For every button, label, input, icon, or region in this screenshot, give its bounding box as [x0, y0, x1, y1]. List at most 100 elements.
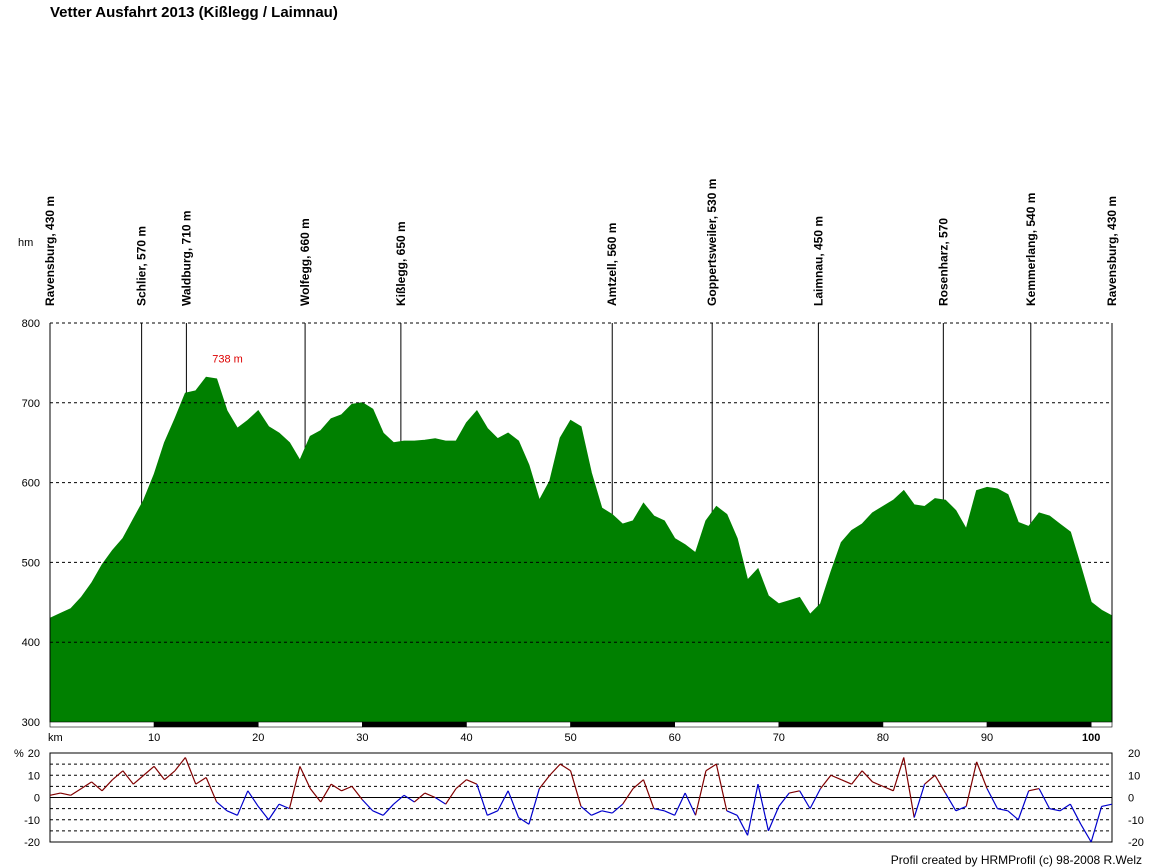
gradient-segment — [882, 785, 894, 792]
gradient-tick-label-right: 10 — [1128, 770, 1140, 782]
gradient-segment — [694, 770, 707, 816]
gradient-tick-label-right: -10 — [1128, 815, 1144, 827]
gradient-segment — [341, 785, 353, 792]
waypoint-label: Kißlegg, 650 m — [394, 221, 408, 306]
elevation-unit-label: hm — [18, 237, 33, 249]
gradient-segment — [132, 774, 145, 785]
y-tick-label: 700 — [22, 398, 40, 410]
gradient-segment — [288, 766, 301, 809]
gradient-segment — [799, 790, 811, 809]
gradient-segment — [944, 792, 957, 812]
gradient-segment — [632, 779, 644, 790]
gradient-segment — [736, 815, 749, 836]
gradient-segment — [414, 792, 426, 803]
gradient-segment — [268, 803, 280, 821]
gradient-tick-label-right: 0 — [1128, 793, 1134, 805]
gradient-segment — [757, 784, 769, 832]
gradient-segment — [841, 779, 852, 785]
gradient-segment — [726, 810, 738, 816]
waypoint-label: Laimnau, 450 m — [811, 216, 825, 306]
gradient-segment — [622, 788, 634, 805]
gradient-segment — [257, 806, 270, 821]
gradient-segment — [153, 765, 166, 781]
gradient-segment — [892, 757, 905, 792]
gradient-segment — [143, 765, 155, 776]
x-tick-label: 80 — [877, 732, 889, 744]
gradient-tick-label-left: 0 — [34, 793, 40, 805]
gradient-segment — [91, 781, 103, 792]
km-scale-segment — [257, 721, 363, 728]
gradient-segment — [518, 817, 530, 825]
gradient-segment — [70, 788, 82, 796]
gradient-segment — [830, 774, 842, 781]
gradient-segment — [559, 763, 571, 772]
gradient-tick-label-right: 20 — [1128, 748, 1140, 760]
gradient-segment — [903, 757, 915, 818]
gradient-segment — [1007, 810, 1019, 821]
gradient-tick-label-left: -20 — [24, 837, 40, 849]
waypoint-label: Goppertsweiler, 530 m — [705, 179, 719, 306]
km-scale-segment — [674, 721, 780, 728]
gradient-segment — [965, 761, 978, 807]
x-tick-label: 30 — [356, 732, 368, 744]
gradient-segment — [445, 788, 457, 805]
gradient-segment — [236, 790, 249, 816]
gradient-segment — [487, 810, 498, 816]
gradient-segment — [819, 774, 832, 789]
gradient-segment — [684, 792, 697, 816]
gradient-segment — [1101, 803, 1113, 807]
gradient-segment — [278, 803, 290, 810]
gradient-segment — [851, 770, 863, 785]
gradient-segment — [330, 783, 342, 792]
gradient-segment — [715, 763, 728, 811]
km-scale-segment — [1090, 721, 1113, 728]
waypoint-label: Kemmerlang, 540 m — [1024, 193, 1038, 306]
waypoint-label: Amtzell, 560 m — [605, 223, 619, 306]
gradient-segment — [767, 806, 780, 832]
gradient-segment — [403, 794, 415, 803]
gradient-segment — [424, 792, 436, 799]
gradient-segment — [112, 770, 124, 781]
x-tick-label: 50 — [564, 732, 576, 744]
gradient-segment — [1017, 790, 1030, 820]
gradient-segment — [174, 757, 186, 772]
gradient-tick-label-left: 10 — [28, 770, 40, 782]
gradient-tick-label-left: -10 — [24, 815, 40, 827]
gradient-segment — [216, 801, 228, 812]
gradient-segment — [164, 770, 176, 781]
gradient-segment — [934, 774, 946, 794]
gradient-segment — [580, 805, 592, 816]
gradient-segment — [549, 763, 561, 776]
waypoint-label: Ravensburg, 430 m — [1105, 196, 1119, 306]
y-tick-label: 800 — [22, 318, 40, 330]
x-tick-label: 40 — [460, 732, 472, 744]
gradient-segment — [393, 794, 405, 805]
x-tick-label: 20 — [252, 732, 264, 744]
gradient-segment — [674, 792, 686, 816]
gradient-segment — [80, 781, 92, 790]
gradient-segment — [309, 788, 322, 803]
gradient-segment — [976, 761, 988, 789]
gradient-segment — [49, 792, 61, 796]
gradient-segment — [986, 788, 999, 809]
x-tick-label: 60 — [669, 732, 681, 744]
gradient-segment — [299, 766, 311, 789]
waypoint-label: Rosenharz, 570 — [936, 218, 950, 306]
gradient-segment — [1069, 803, 1082, 825]
gradient-segment — [1059, 803, 1071, 812]
gradient-tick-label-right: -20 — [1128, 837, 1144, 849]
gradient-segment — [861, 770, 873, 783]
gradient-segment — [611, 803, 624, 814]
waypoint-label: Wolfegg, 660 m — [298, 218, 312, 306]
gradient-segment — [1080, 823, 1092, 843]
gradient-segment — [455, 779, 467, 790]
km-scale-segment — [778, 721, 884, 728]
gradient-segment — [997, 808, 1009, 812]
gradient-segment — [476, 783, 488, 816]
distance-unit-label: km — [48, 732, 63, 744]
gradient-segment — [497, 790, 509, 812]
y-tick-label: 600 — [22, 478, 40, 490]
km-scale-segment — [49, 721, 155, 728]
chart-title: Vetter Ausfahrt 2013 (Kißlegg / Laimnau) — [50, 4, 338, 21]
